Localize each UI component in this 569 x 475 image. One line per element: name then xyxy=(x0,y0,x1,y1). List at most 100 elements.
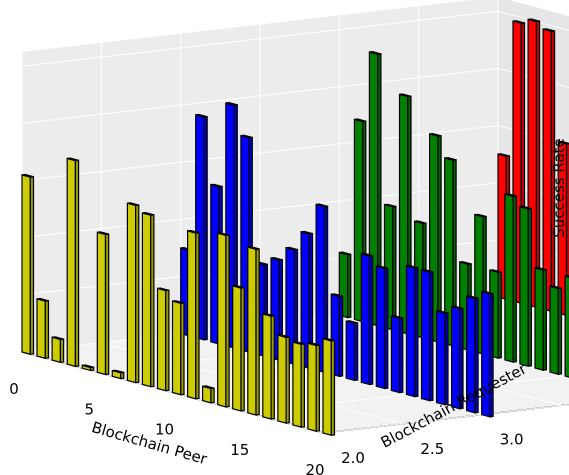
x-tick-label: 15 xyxy=(230,441,249,459)
bar-top-face xyxy=(210,183,223,188)
bar-front-face xyxy=(51,336,62,364)
bar-top-face xyxy=(497,153,510,158)
bar-side-face xyxy=(414,267,419,398)
bar-front-face xyxy=(307,342,317,432)
bar-side-face xyxy=(384,267,389,390)
bar-side-face xyxy=(285,336,290,424)
tick-labels: 051015202.02.53.03.54.04.55.00.00.20.40.… xyxy=(9,380,524,475)
bar xyxy=(390,315,404,394)
bar-top-face xyxy=(354,118,366,123)
bar-top-face xyxy=(474,213,487,218)
bar-side-face xyxy=(392,205,397,331)
bar-top-face xyxy=(549,285,562,290)
bar-top-face xyxy=(67,157,79,162)
bar xyxy=(360,252,374,386)
bar-top-face xyxy=(369,50,382,55)
bar xyxy=(217,232,230,408)
bar xyxy=(444,156,457,347)
bar-top-face xyxy=(558,140,569,145)
bar-front-face xyxy=(345,320,356,382)
bar-side-face xyxy=(557,287,563,375)
bar-top-face xyxy=(51,336,64,341)
bar xyxy=(36,297,50,360)
bar-side-face xyxy=(225,234,230,408)
bar-front-face xyxy=(247,246,257,416)
bar-front-face xyxy=(66,157,77,368)
bar-side-face xyxy=(512,195,517,363)
bar xyxy=(322,337,336,436)
bar-top-face xyxy=(307,342,320,347)
bar xyxy=(564,275,569,378)
bar-front-face xyxy=(292,341,302,428)
bar-side-face xyxy=(165,289,170,392)
x-tick-label: 20 xyxy=(305,461,324,475)
bar xyxy=(156,287,170,392)
bar-top-face xyxy=(270,256,283,261)
bar-top-face xyxy=(504,193,517,198)
bar-front-face xyxy=(420,269,431,402)
bar-side-face xyxy=(240,287,245,412)
bar-top-face xyxy=(21,173,34,178)
bar-front-face xyxy=(171,300,182,396)
bar-front-face xyxy=(156,287,167,392)
bar-side-face xyxy=(300,343,305,428)
bar-side-face xyxy=(59,338,65,363)
y-tick-label: 3.0 xyxy=(500,431,524,449)
bar xyxy=(187,229,200,400)
bar-front-face xyxy=(360,252,371,386)
bar-front-face xyxy=(232,285,242,412)
bar-top-face xyxy=(187,229,200,234)
bar-top-face xyxy=(489,269,502,273)
bar-side-face xyxy=(210,387,215,404)
series-requester-2 xyxy=(21,157,336,436)
bar-top-face xyxy=(82,364,94,369)
bar-side-face xyxy=(104,233,110,376)
bar-top-face xyxy=(127,202,139,207)
bar-side-face xyxy=(429,271,434,402)
bar-front-face xyxy=(21,174,31,355)
grid-line xyxy=(21,125,499,182)
bar xyxy=(232,284,245,412)
bar xyxy=(519,205,533,367)
bar xyxy=(534,266,548,371)
bar-side-face xyxy=(368,254,374,386)
bar-top-face xyxy=(112,369,124,374)
x-tick-label: 5 xyxy=(84,400,94,418)
bar-side-face xyxy=(203,116,208,341)
bar-side-face xyxy=(74,159,80,368)
bar xyxy=(504,193,517,363)
bar-side-face xyxy=(330,339,336,436)
bar-top-face xyxy=(36,297,49,302)
bar xyxy=(262,312,275,420)
bar xyxy=(375,265,389,390)
bar xyxy=(51,336,65,364)
bars xyxy=(21,18,569,436)
bar-front-face xyxy=(187,230,197,400)
bar-front-face xyxy=(534,267,544,371)
bar xyxy=(451,305,464,410)
x-tick-label: 0 xyxy=(9,380,19,398)
bar-side-face xyxy=(180,302,185,396)
bar-top-face xyxy=(277,334,290,339)
bar-top-face xyxy=(322,337,335,342)
bar xyxy=(81,364,95,372)
bar-side-face xyxy=(150,214,155,388)
z-axis-label: Success Rate xyxy=(550,138,568,238)
bar-top-face xyxy=(421,268,434,273)
bar-side-face xyxy=(527,208,533,367)
bar-side-face xyxy=(29,176,35,355)
bar-front-face xyxy=(277,334,287,424)
bar-top-face xyxy=(339,251,351,256)
bar xyxy=(126,202,140,384)
bar-front-face xyxy=(390,315,401,394)
bar-top-face xyxy=(172,300,185,304)
bar-side-face xyxy=(135,204,140,384)
bar-top-face xyxy=(262,312,275,317)
bar-top-face xyxy=(384,203,397,208)
bar-side-face xyxy=(399,317,404,394)
bar-front-face xyxy=(217,232,227,408)
bar-top-face xyxy=(157,287,170,292)
bar-top-face xyxy=(300,230,313,235)
